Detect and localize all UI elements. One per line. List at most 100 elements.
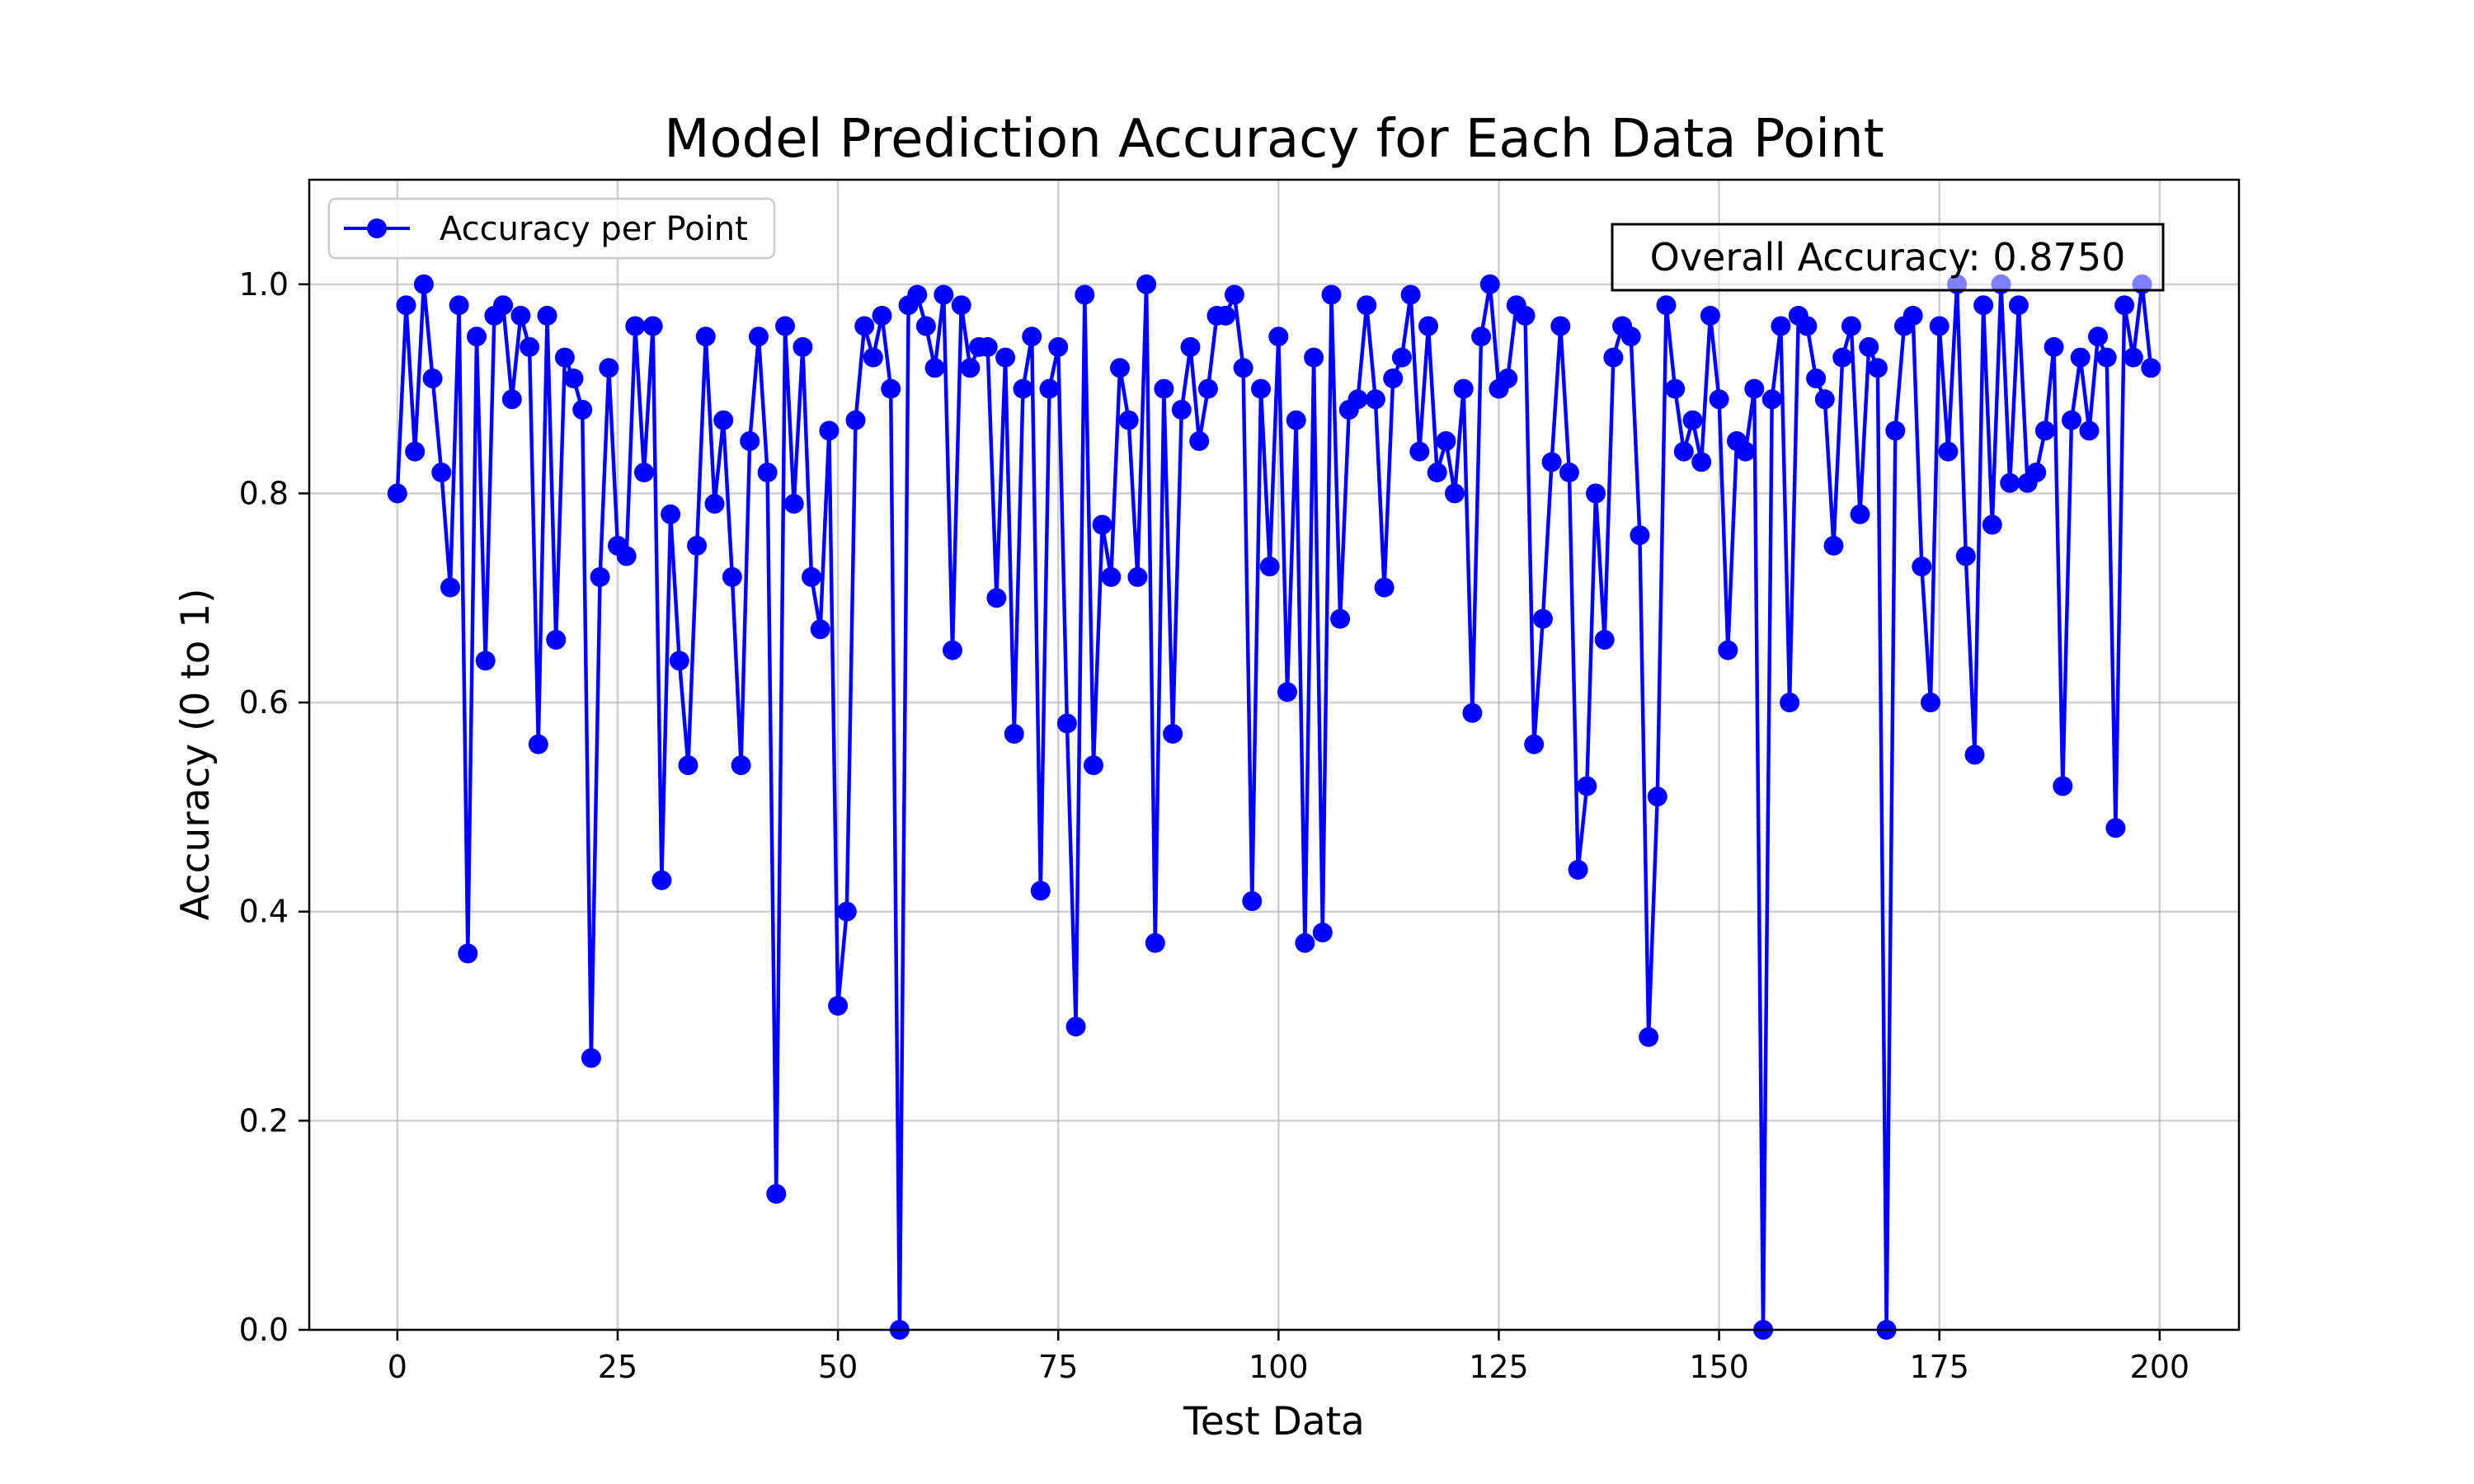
data-point xyxy=(501,389,522,410)
data-point xyxy=(1647,787,1667,807)
x-tick-label: 150 xyxy=(1689,1349,1749,1385)
data-point xyxy=(1973,295,1994,316)
data-point xyxy=(2105,818,2126,838)
data-point xyxy=(1630,525,1650,546)
data-point xyxy=(2053,776,2073,796)
data-point xyxy=(1056,713,1077,734)
data-point xyxy=(1700,305,1720,326)
data-point xyxy=(1400,284,1421,305)
data-point xyxy=(810,619,830,640)
data-point xyxy=(634,463,654,483)
data-point xyxy=(1814,389,1835,410)
data-point xyxy=(854,316,875,336)
data-point xyxy=(1065,1017,1086,1037)
data-point xyxy=(1048,336,1069,357)
data-point xyxy=(731,755,751,776)
data-point xyxy=(766,1184,787,1205)
overall-accuracy-annotation: Overall Accuracy: 0.8750 xyxy=(1611,223,2165,292)
data-point xyxy=(863,347,883,368)
x-tick-label: 125 xyxy=(1469,1349,1529,1385)
data-point xyxy=(1030,881,1051,901)
data-point xyxy=(554,347,575,368)
data-point xyxy=(802,566,821,587)
data-point xyxy=(1532,608,1553,629)
data-point xyxy=(845,410,866,430)
data-point xyxy=(449,295,469,316)
data-point xyxy=(396,295,416,316)
data-point xyxy=(881,378,901,399)
data-point xyxy=(995,347,1016,368)
data-point xyxy=(2079,420,2100,441)
data-point xyxy=(537,305,557,326)
data-point xyxy=(1577,776,1597,796)
data-point xyxy=(669,650,689,671)
data-point xyxy=(651,870,672,890)
y-tick-label: 1.0 xyxy=(239,266,289,303)
x-axis-label: Test Data xyxy=(1183,1399,1365,1444)
data-point xyxy=(1277,682,1297,702)
data-point xyxy=(1084,755,1103,776)
data-point xyxy=(1383,369,1404,388)
data-point xyxy=(1841,316,1861,336)
data-point xyxy=(1709,389,1729,410)
data-point xyxy=(1912,556,1932,577)
data-point xyxy=(1418,316,1438,336)
data-point xyxy=(2088,326,2108,347)
data-point xyxy=(1735,441,1756,462)
data-point xyxy=(678,755,698,776)
data-point xyxy=(1330,608,1351,629)
data-point xyxy=(2114,295,2135,316)
data-point xyxy=(1295,932,1315,953)
data-point xyxy=(1427,463,1447,483)
data-point xyxy=(1391,347,1412,368)
data-point xyxy=(1286,410,1306,430)
data-point xyxy=(1559,463,1579,483)
y-tick-label: 0.4 xyxy=(239,894,289,930)
data-point xyxy=(1498,369,1518,388)
data-point xyxy=(413,274,434,294)
tick-layer: 0 25 50 75 100 125 150 175 200 0.0 0.2 0.4 0.6 0.8 1.0 xyxy=(239,266,2190,1385)
annotation-box xyxy=(1611,223,2165,292)
data-point xyxy=(2070,347,2091,368)
data-point xyxy=(1682,410,1703,430)
data-point xyxy=(951,295,971,316)
data-point xyxy=(977,336,998,357)
data-point xyxy=(793,336,813,357)
data-point xyxy=(458,943,478,964)
data-point xyxy=(2062,410,2081,430)
data-point xyxy=(1259,556,1280,577)
data-point xyxy=(1691,452,1712,472)
data-point xyxy=(1550,316,1571,336)
data-point xyxy=(510,305,531,326)
data-point xyxy=(2141,358,2161,378)
y-tick-label: 0.0 xyxy=(239,1312,289,1348)
data-point xyxy=(528,734,548,754)
data-point xyxy=(960,358,981,378)
data-point xyxy=(440,577,460,598)
data-point xyxy=(1524,734,1545,754)
data-point xyxy=(1850,504,1870,524)
x-tick-label: 200 xyxy=(2130,1349,2190,1385)
data-point xyxy=(1171,400,1192,420)
data-point xyxy=(387,483,407,504)
data-point xyxy=(1075,284,1095,305)
data-point xyxy=(1189,431,1210,451)
data-point xyxy=(475,650,496,671)
data-point xyxy=(581,1048,601,1068)
series-line xyxy=(395,282,2153,1332)
data-point xyxy=(520,336,540,357)
data-point xyxy=(1127,566,1148,587)
data-point xyxy=(1136,274,1157,294)
data-point xyxy=(915,316,936,336)
legend-marker-swatch xyxy=(367,218,387,238)
data-point xyxy=(1453,378,1474,399)
plot-frame xyxy=(308,178,2241,1331)
legend: Accuracy per Point xyxy=(327,197,776,260)
data-point xyxy=(687,535,708,556)
data-point xyxy=(1445,483,1465,504)
data-point xyxy=(1885,420,1906,441)
x-tick-label: 50 xyxy=(818,1349,858,1385)
data-point xyxy=(1718,640,1738,660)
data-point xyxy=(1304,347,1324,368)
